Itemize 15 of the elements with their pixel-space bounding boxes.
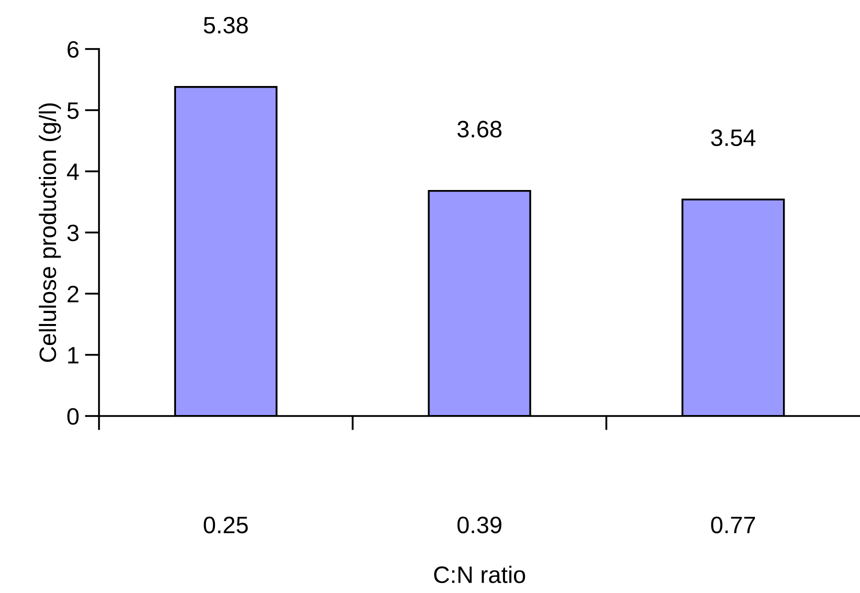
y-tick-label: 1 bbox=[68, 347, 78, 364]
y-tick-label: 6 bbox=[68, 41, 79, 58]
y-tick-label: 0 bbox=[67, 408, 79, 425]
data-label: 3.68 bbox=[457, 120, 502, 138]
y-tick-label: 4 bbox=[66, 164, 79, 180]
y-tick-label: 2 bbox=[68, 286, 78, 302]
y-axis-title: Cellulose production (g/l) bbox=[38, 103, 61, 362]
y-tick-label: 3 bbox=[67, 224, 79, 242]
x-axis-title: C:N ratio bbox=[434, 566, 526, 584]
x-tick-label: 0.39 bbox=[457, 516, 502, 534]
data-label: 3.54 bbox=[711, 129, 756, 146]
x-tick-label: 0.77 bbox=[711, 516, 755, 534]
y-tick-label: 5 bbox=[67, 102, 79, 119]
data-label: 5.38 bbox=[204, 16, 248, 34]
x-tick-label: 0.25 bbox=[204, 516, 248, 534]
